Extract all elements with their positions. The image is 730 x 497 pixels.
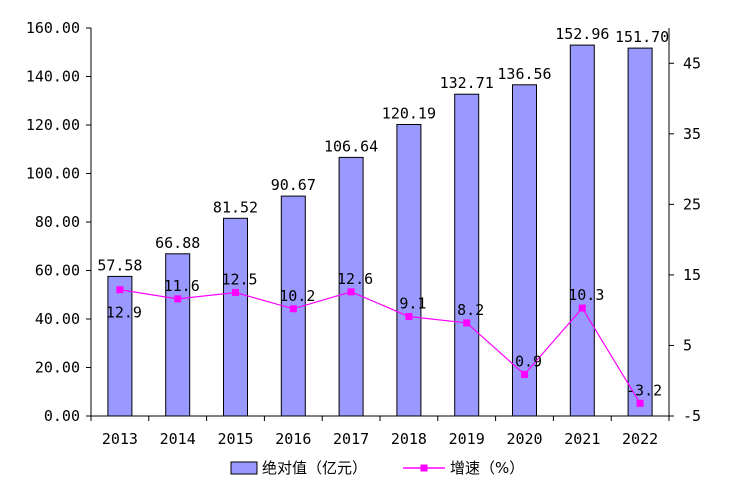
legend-line-label: 增速（%） [450, 459, 524, 477]
x-tick-label: 2020 [506, 430, 542, 448]
legend-line-marker [420, 464, 428, 472]
legend-bar-swatch [230, 461, 258, 475]
x-tick-label: 2014 [160, 430, 196, 448]
growth-marker [521, 370, 528, 378]
x-tick-label: 2017 [333, 430, 369, 448]
growth-value-label: 11.6 [164, 277, 200, 295]
growth-value-label: 9.1 [399, 295, 426, 313]
x-tick-label: 2016 [275, 430, 311, 448]
growth-value-label: 12.6 [337, 270, 373, 288]
growth-marker [174, 295, 182, 303]
bar [396, 124, 422, 417]
right-tick-label: 25 [683, 195, 701, 213]
bar [627, 47, 653, 417]
bar-value-label: 66.88 [155, 234, 200, 252]
left-tick-label: 20.00 [35, 359, 80, 377]
right-tick-label: 15 [683, 266, 701, 284]
growth-value-label: 12.5 [221, 271, 257, 289]
bar [107, 275, 133, 417]
growth-marker [405, 313, 413, 321]
x-tick-label: 2022 [622, 430, 658, 448]
right-tick-label: 45 [683, 54, 701, 72]
bars-layer [107, 44, 653, 417]
legend: 绝对值（亿元） 增速（%） [230, 459, 524, 477]
growth-marker [116, 286, 124, 294]
growth-value-label: 10.3 [568, 286, 604, 304]
left-tick-label: 0.00 [44, 407, 80, 425]
growth-value-label: 0.9 [515, 352, 542, 370]
growth-line [119, 289, 641, 404]
left-tick-label: 120.00 [26, 116, 80, 134]
labels-layer: 57.58 66.88 81.52 90.67 106.64120.19132.7113… [97, 25, 669, 399]
growth-marker [578, 304, 586, 312]
bar-value-label: 136.56 [497, 65, 551, 83]
growth-marker [347, 288, 355, 296]
growth-value-label: 10.2 [279, 287, 315, 305]
legend-bar-label: 绝对值（亿元） [262, 459, 367, 477]
left-tick-label: 60.00 [35, 262, 80, 280]
growth-marker [289, 305, 297, 313]
growth-value-label: 12.9 [106, 304, 142, 322]
line-layer [116, 286, 644, 407]
bar [512, 84, 537, 417]
x-tick-label: 2013 [102, 430, 138, 448]
left-tick-label: 160.00 [26, 19, 80, 37]
x-tick-label: 2021 [564, 430, 600, 448]
growth-value-label: 8.2 [457, 301, 484, 319]
right-tick-label: -5 [683, 407, 701, 425]
growth-marker [463, 319, 471, 327]
left-tick-label: 80.00 [35, 213, 80, 231]
bar-value-label: 120.19 [382, 105, 436, 123]
bar [569, 44, 595, 417]
right-tick-label: 35 [683, 125, 701, 143]
axes-layer: 0.00 20.00 40.00 60.00 80.00 100.00 120.00 140.… [26, 19, 701, 448]
x-tick-label: 2018 [391, 430, 427, 448]
bar-value-label: 90.67 [271, 176, 316, 194]
growth-marker [232, 289, 239, 297]
bar [223, 217, 248, 417]
bar-value-label: 152.96 [555, 25, 609, 43]
left-tick-label: 140.00 [26, 68, 80, 86]
bar-value-label: 106.64 [324, 137, 378, 155]
growth-marker [636, 399, 644, 407]
left-tick-label: 40.00 [35, 310, 80, 328]
bar-value-label: 81.52 [213, 198, 258, 216]
x-tick-label: 2019 [449, 430, 485, 448]
bar-value-label: 151.70 [615, 28, 669, 46]
left-tick-label: 100.00 [26, 165, 80, 183]
right-tick-label: 5 [683, 336, 692, 354]
bar-value-label: 57.58 [97, 256, 142, 274]
bar [454, 93, 480, 417]
bar [165, 253, 191, 417]
x-tick-label: 2015 [217, 430, 253, 448]
bar-value-label: 132.71 [440, 74, 494, 92]
growth-value-label: -3.2 [626, 381, 662, 399]
